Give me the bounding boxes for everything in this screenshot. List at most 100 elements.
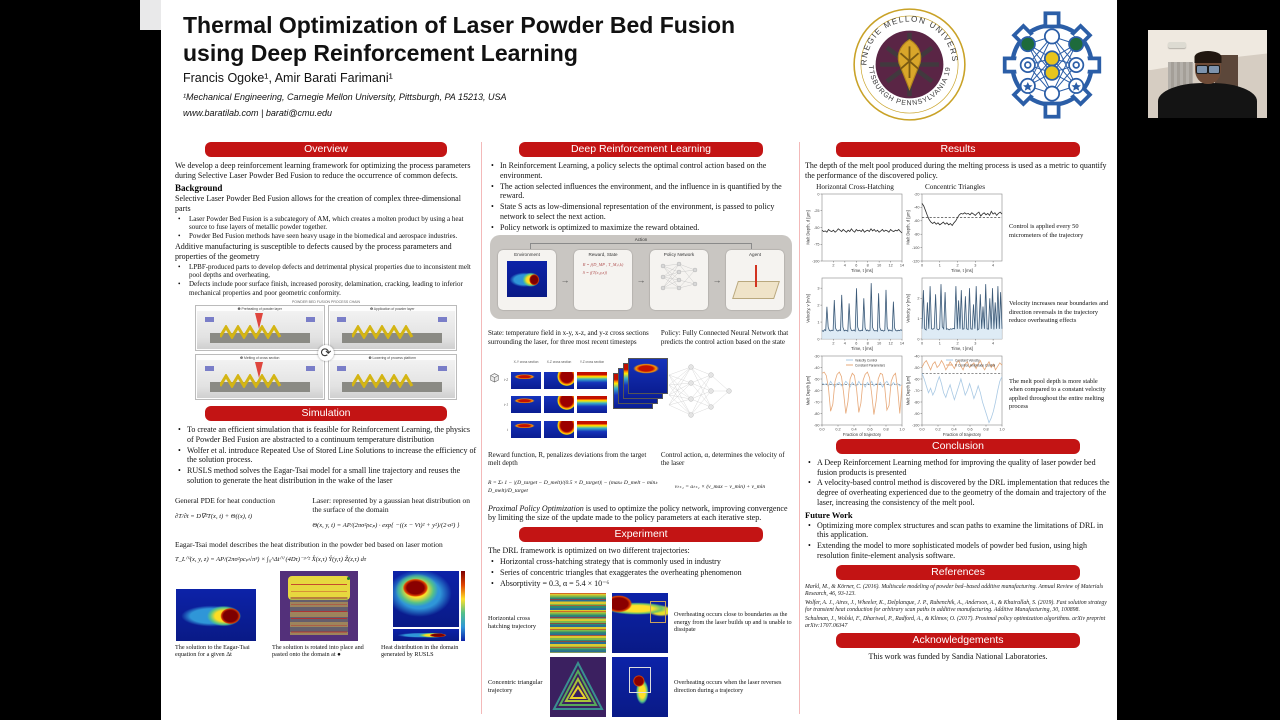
cross-section-cell	[511, 421, 541, 439]
poster-affiliation: ¹Mechanical Engineering, Carnegie Mellon…	[183, 92, 507, 102]
pde-equation: ∂T/∂t = D∇²T(x, t) + Θ((x), t)	[175, 512, 253, 520]
trajectory-label: Concentric triangular trajectory	[488, 678, 543, 694]
svg-text:Time, t [ms]: Time, t [ms]	[951, 346, 973, 351]
cross-section-cell	[511, 396, 541, 414]
overview-intro: We develop a deep reinforcement learning…	[175, 161, 471, 180]
policy-caption: Policy: Fully Connected Neural Network t…	[660, 329, 789, 346]
ppo-rest: is used to optimize the policy network, …	[488, 503, 788, 523]
bullet: Policy network is optimized to maximize …	[488, 223, 794, 233]
svg-text:V Control, Amplitude Control: V Control, Amplitude Control	[955, 363, 996, 367]
svg-text:-75: -75	[814, 242, 820, 246]
background-para1: Selective Laser Powder Bed Fusion allows…	[175, 193, 461, 213]
svg-text:0.0: 0.0	[819, 427, 824, 431]
svg-text:4: 4	[992, 341, 994, 345]
bullet: A Deep Reinforcement Learning method for…	[805, 458, 1111, 478]
svg-text:-100: -100	[912, 246, 920, 250]
svg-text:12: 12	[888, 263, 892, 267]
bullet: Optimizing more complex structures and s…	[805, 521, 1111, 541]
poster: Thermal Optimization of Laser Powder Bed…	[161, 0, 1117, 720]
presenter-hair	[1194, 51, 1221, 64]
comparison-plots-row: -30 -40 -50 -60 -70 -80 -90 0.0 0.2 0.4 0.6 0.8 1.0 V…	[805, 353, 1111, 437]
experiment-header: Experiment	[518, 527, 764, 543]
process-chain-figure: ❶ Preheating of powder layer ❷ Applicati…	[195, 305, 457, 401]
arrow-icon: →	[636, 275, 646, 286]
poster-authors: Francis Ogoke¹, Amir Barati Farimani¹	[183, 71, 393, 85]
svg-text:0.4: 0.4	[851, 427, 856, 431]
svg-text:0.4: 0.4	[951, 427, 956, 431]
svg-text:Fraction of trajectory: Fraction of trajectory	[943, 432, 982, 437]
reference-1: Markl, M., & Körner, C. (2016). Multisca…	[805, 583, 1104, 597]
svg-text:Constant Velocity: Constant Velocity	[955, 358, 980, 362]
velocity-plots-row: 0 1 2 3 2 4 6 8 10 12 14 Velocity, v [m/s] Time, t […	[805, 275, 1111, 351]
poster-title-line1: Thermal Optimization of Laser Powder Bed…	[183, 12, 736, 38]
svg-text:-50: -50	[814, 377, 820, 381]
reference-2: Wolfer, A. J., Aires, J., Wheeler, K., D…	[805, 599, 1107, 613]
future-work-heading: Future Work	[805, 509, 853, 520]
bullet: Laser Powder Bed Fusion is a subcategory…	[175, 215, 477, 232]
action-label: Action	[634, 237, 648, 243]
svg-text:0.2: 0.2	[835, 427, 840, 431]
policy-network-figure	[613, 355, 741, 441]
svg-text:14: 14	[900, 263, 904, 267]
figure-caption: The solution to the Eagar-Tsai equation …	[175, 644, 250, 659]
bullet: Powder Bed Fusion methods have seen heav…	[175, 232, 477, 241]
background-para2: Additive manufacturing is susceptible to…	[175, 241, 452, 261]
svg-text:Melt Depth [μm]: Melt Depth [μm]	[906, 375, 911, 405]
svg-text:0: 0	[817, 337, 819, 341]
svg-text:Fraction of trajectory: Fraction of trajectory	[843, 432, 882, 437]
presenter-glasses	[1195, 65, 1220, 75]
reward-function-eq: R = f(D_MP , T_M,t,k)	[582, 262, 624, 268]
process-panel-2: ❷ Application of powder layer	[327, 305, 457, 352]
pde-label: General PDE for heat conduction	[175, 496, 275, 506]
comparison-hatching-chart: -30 -40 -50 -60 -70 -80 -90 0.0 0.2 0.4 0.6 0.8 1.0 V…	[805, 353, 905, 437]
figure-caption: Heat distribution in the domain generate…	[381, 644, 459, 659]
bullet: Absorptivity = 0.3, α = 5.4 × 10⁻⁶	[488, 579, 794, 589]
presenter-torso	[1157, 82, 1258, 118]
svg-text:3: 3	[974, 263, 976, 267]
agent-laser-art	[732, 263, 780, 303]
experiment-intro: The DRL framework is optimized on two di…	[488, 546, 690, 556]
svg-text:Velocity, v [m/s]: Velocity, v [m/s]	[906, 294, 911, 323]
experiment-figure-row-2: Concentric triangular trajectory Overhea…	[488, 656, 794, 717]
trajectory-label: Horizontal cross hatching trajectory	[488, 614, 537, 630]
experiment-bullets: Horizontal cross-hatching strategy that …	[488, 557, 794, 588]
acknowledgements-text: This work was funded by Sandia National …	[868, 651, 1048, 661]
svg-text:-25: -25	[814, 209, 820, 213]
svg-text:2: 2	[832, 263, 834, 267]
results-caption-2: Velocity increases near boundaries and d…	[1009, 300, 1109, 324]
environment-box: Environment	[498, 250, 556, 311]
svg-text:0.8: 0.8	[983, 427, 988, 431]
cross-section-cell	[577, 396, 607, 414]
cycle-arrows-icon: ⟳	[318, 344, 334, 361]
policy-network-sketch	[660, 262, 698, 291]
bullet: A velocity-based control method is disco…	[805, 478, 1111, 507]
control-caption: Control action, α, determines the veloci…	[660, 451, 785, 468]
svg-text:4: 4	[844, 263, 846, 267]
svg-text:-100: -100	[912, 423, 920, 427]
svg-text:1: 1	[817, 320, 819, 324]
eagar-equation: T_L⁽ⁱ⁾(x, y, z) = AP/(2πσ²ρcₚ√π³) × ∫₀^Δ…	[175, 556, 367, 564]
svg-text:0: 0	[917, 337, 919, 341]
svg-text:14: 14	[900, 341, 904, 345]
svg-text:-80: -80	[914, 232, 920, 236]
svg-text:2: 2	[832, 341, 834, 345]
overview-header: Overview	[205, 142, 447, 157]
experiment-figure-row-1: Horizontal cross hatching trajectory Ove…	[488, 592, 794, 653]
svg-text:3: 3	[974, 341, 976, 345]
svg-text:-40: -40	[914, 206, 920, 210]
svg-text:1.0: 1.0	[999, 427, 1004, 431]
svg-text:1: 1	[917, 317, 919, 321]
cross-section-cell	[544, 371, 574, 389]
svg-text:0.0: 0.0	[919, 427, 924, 431]
acknowledgements-header: Acknowledgements	[835, 632, 1081, 648]
svg-text:0.6: 0.6	[967, 427, 972, 431]
column-divider-left	[481, 142, 482, 714]
bullet: The action selected influences the envir…	[488, 182, 794, 202]
svg-text:1.0: 1.0	[899, 427, 904, 431]
svg-text:2: 2	[956, 341, 958, 345]
conclusion-bullets: A Deep Reinforcement Learning method for…	[805, 458, 1111, 508]
svg-text:-90: -90	[914, 412, 920, 416]
process-panel-3: ❸ Melting of cross section	[195, 354, 325, 401]
domain-cube-icon	[490, 373, 499, 383]
